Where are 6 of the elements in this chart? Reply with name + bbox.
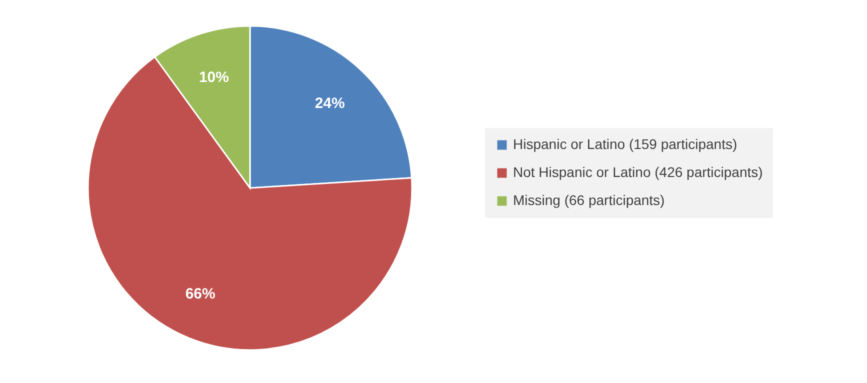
data-label: 10% (198, 69, 229, 86)
data-label: 66% (185, 286, 216, 303)
legend-label: Hispanic or Latino (159 participants) (513, 136, 738, 152)
legend-label: Missing (66 participants) (513, 192, 665, 208)
legend-label: Not Hispanic or Latino (426 participants) (513, 164, 763, 180)
data-label: 24% (314, 94, 345, 112)
